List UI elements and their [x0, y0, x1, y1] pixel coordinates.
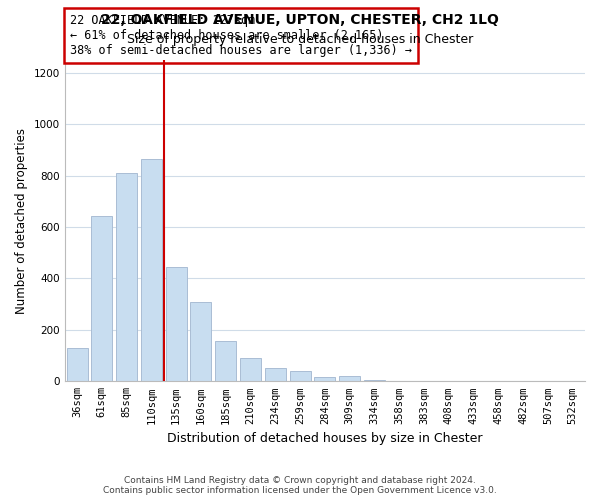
Bar — [265, 368, 286, 382]
Bar — [141, 159, 162, 382]
Bar — [215, 342, 236, 382]
X-axis label: Distribution of detached houses by size in Chester: Distribution of detached houses by size … — [167, 432, 482, 445]
Bar — [314, 378, 335, 382]
Bar — [190, 302, 211, 382]
Bar — [562, 381, 583, 382]
Text: Size of property relative to detached houses in Chester: Size of property relative to detached ho… — [127, 32, 473, 46]
Bar — [413, 381, 434, 382]
Text: 22, OAKFIELD AVENUE, UPTON, CHESTER, CH2 1LQ: 22, OAKFIELD AVENUE, UPTON, CHESTER, CH2… — [101, 12, 499, 26]
Text: 22 OAKFIELD AVENUE: 127sqm
← 61% of detached houses are smaller (2,165)
38% of s: 22 OAKFIELD AVENUE: 127sqm ← 61% of deta… — [70, 14, 412, 57]
Bar — [166, 267, 187, 382]
Bar — [67, 348, 88, 382]
Bar — [290, 370, 311, 382]
Bar — [339, 376, 360, 382]
Text: Contains HM Land Registry data © Crown copyright and database right 2024.
Contai: Contains HM Land Registry data © Crown c… — [103, 476, 497, 495]
Bar — [364, 380, 385, 382]
Bar — [240, 358, 261, 382]
Bar — [91, 216, 112, 382]
Y-axis label: Number of detached properties: Number of detached properties — [15, 128, 28, 314]
Bar — [389, 380, 410, 382]
Bar — [116, 173, 137, 382]
